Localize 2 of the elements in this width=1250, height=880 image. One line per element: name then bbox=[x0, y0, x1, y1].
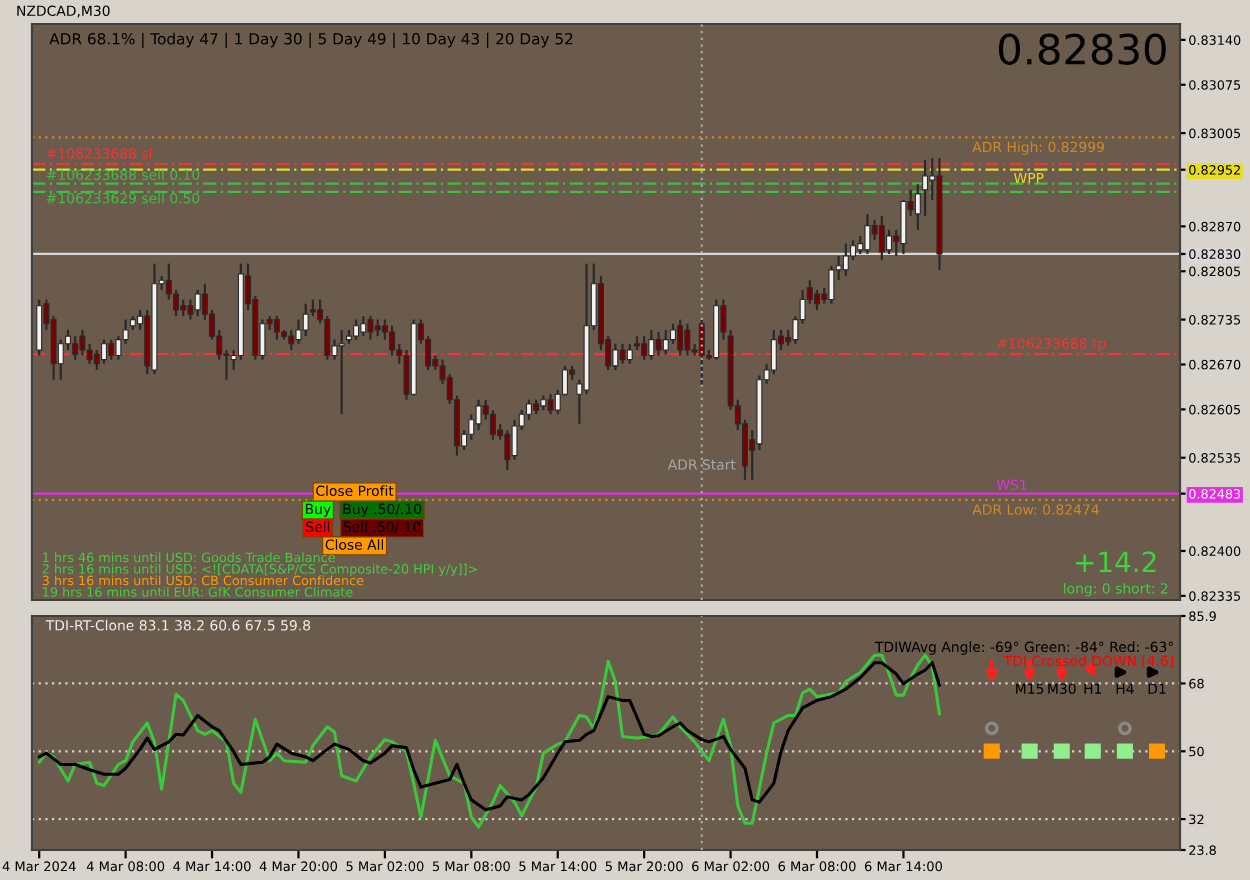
annotation: 0.82830 bbox=[998, 33, 1166, 65]
annotation: +14.2 bbox=[1076, 551, 1156, 572]
